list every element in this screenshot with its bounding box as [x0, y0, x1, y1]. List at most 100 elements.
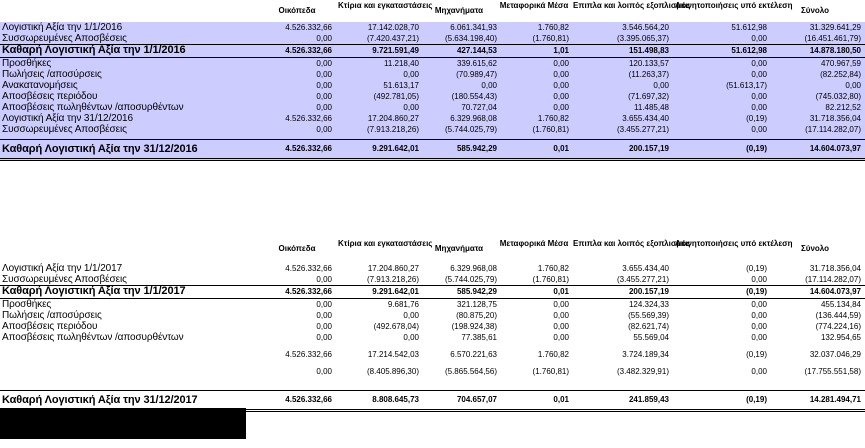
- row-label: Λογιστική Αξία την 31/12/2016: [2, 113, 133, 124]
- row-value: 9.721.591,49: [372, 46, 419, 55]
- col-header-furniture: Επιπλα και λοιπός εξοπλισμός: [573, 239, 691, 248]
- row-value: 70.727,04: [461, 103, 497, 112]
- row-value: 200.157,19: [628, 144, 669, 153]
- table-row: Λογιστική Αξία την 1/1/2016 4.526.332,66 1…: [0, 22, 865, 33]
- row-value: 0,00: [751, 92, 767, 101]
- row-value: 0,00: [553, 333, 569, 342]
- row-label: Προσθήκες: [2, 299, 52, 310]
- row-value: 31.329.641,29: [809, 23, 861, 32]
- row-value: (5.744.025,79): [444, 125, 497, 134]
- row-value: 4.526.332,66: [285, 144, 332, 153]
- row-value: 0,00: [316, 125, 332, 134]
- table-row: Αποσβέσεις περιόδου 0,00 (492.781,05) (180.…: [0, 91, 865, 102]
- row-value: 704.657,07: [456, 395, 497, 404]
- row-value: 0,00: [845, 81, 861, 90]
- row-value: 14.604.073,97: [809, 144, 861, 153]
- table-row: Συσσωρευμένες Αποσβέσεις 0,00 (7.913.218,2…: [0, 124, 865, 135]
- row-value: 0,00: [403, 333, 419, 342]
- row-value: (3.455.277,21): [616, 125, 669, 134]
- row-value: (8.405.896,30): [366, 367, 419, 376]
- row-value: (5.634.198,40): [444, 34, 497, 43]
- row-label: Αποσβέσεις πωληθέντων /αποσυρθέντων: [2, 102, 184, 113]
- row-value: 0,00: [316, 367, 332, 376]
- table-body: Λογιστική Αξία την 1/1/2017 4.526.332,66 1…: [0, 263, 865, 412]
- row-value: 3.724.189,34: [622, 350, 669, 359]
- row-value: 4.526.332,66: [285, 114, 332, 123]
- row-value: 0,00: [553, 59, 569, 68]
- row-value: 0,01: [553, 144, 569, 153]
- table-2016: Οικόπεδα Κτίρια και εγκαταστάσεις Μηχανή…: [0, 0, 865, 161]
- row-value: 11.485,48: [634, 103, 669, 112]
- row-value: 0,00: [316, 300, 332, 309]
- row-value: 0,00: [751, 70, 767, 79]
- row-value: (71.697,32): [628, 92, 669, 101]
- row-value: 3.655.434,40: [622, 264, 669, 273]
- row-value: (7.913.218,26): [366, 125, 419, 134]
- row-value: 9.681,76: [387, 300, 419, 309]
- row-value: 132.954,65: [820, 333, 861, 342]
- row-value: (492.781,05): [373, 92, 419, 101]
- column-header-row: Οικόπεδα Κτίρια και εγκαταστάσεις Μηχανή…: [0, 238, 865, 263]
- row-value: 0,00: [553, 70, 569, 79]
- row-value: 17.142.028,70: [367, 23, 419, 32]
- col-header-vehicles: Μεταφορικά Μέσα: [499, 239, 569, 248]
- row-label: Ανακατανομήσεις: [2, 80, 78, 91]
- row-value: 11.218,40: [384, 59, 419, 68]
- col-header-buildings: Κτίρια και εγκαταστάσεις: [338, 1, 433, 10]
- row-value: 55.569,04: [633, 333, 669, 342]
- row-value: (492.678,04): [373, 322, 419, 331]
- col-header-machinery: Μηχανήματα: [434, 6, 484, 15]
- row-label: Πωλήσεις /αποσύρσεις: [2, 69, 102, 80]
- row-label: Λογιστική Αξία την 1/1/2016: [2, 22, 123, 33]
- row-value: 31.718.356,04: [809, 114, 861, 123]
- row-value: 0,00: [553, 92, 569, 101]
- row-value: 6.570.221,63: [450, 350, 497, 359]
- row-value: 0,00: [316, 322, 332, 331]
- row-value: 51.613,17: [383, 81, 419, 90]
- row-label: Συσσωρευμένες Αποσβέσεις: [2, 124, 127, 135]
- col-header-buildings: Κτίρια και εγκαταστάσεις: [338, 239, 433, 248]
- row-value: 0,00: [316, 275, 332, 284]
- table-row: Συσσωρευμένες Αποσβέσεις 0,00 (7.913.218,2…: [0, 274, 865, 285]
- col-header-furniture: Επιπλα και λοιπός εξοπλισμός: [573, 1, 691, 10]
- row-value: 3.655.434,40: [622, 114, 669, 123]
- row-label: Καθαρή Λογιστική Αξία την 1/1/2017: [2, 285, 186, 297]
- row-label: Καθαρή Λογιστική Αξία την 31/12/2016: [2, 143, 198, 155]
- row-value: 4.526.332,66: [285, 264, 332, 273]
- table-row: Αποσβέσεις περιόδου 0,00 (492.678,04) (198.…: [0, 321, 865, 332]
- row-label: Καθαρή Λογιστική Αξία την 1/1/2016: [2, 44, 186, 56]
- table-row: Λογιστική Αξία την 31/12/2016 4.526.332,6…: [0, 113, 865, 124]
- row-value: 51.612,98: [731, 46, 767, 55]
- table-row: Ανακατανομήσεις 0,00 51.613,17 0,00 0,00 0,00…: [0, 80, 865, 91]
- row-value: 17.204.860,27: [367, 114, 419, 123]
- row-value: 4.526.332,66: [285, 395, 332, 404]
- col-header-construction: Ακινητοποιήσεις υπό εκτέλεση: [675, 1, 793, 10]
- row-value: 470.967,59: [820, 59, 861, 68]
- row-value: 0,00: [316, 92, 332, 101]
- row-label: Συσσωρευμένες Αποσβέσεις: [2, 274, 127, 285]
- row-value: (5.744.025,79): [444, 275, 497, 284]
- row-value: (5.865.564,56): [444, 367, 497, 376]
- row-value: 4.526.332,66: [285, 287, 332, 296]
- row-value: 0,00: [316, 103, 332, 112]
- table-row: Καθαρή Λογιστική Αξία την 31/12/2017 4.52…: [0, 390, 865, 412]
- table-row: Προσθήκες 0,00 9.681,76 321.128,75 0,00 124.3…: [0, 299, 865, 310]
- row-label: Αποσβέσεις περιόδου: [2, 91, 98, 102]
- col-header-vehicles: Μεταφορικά Μέσα: [499, 1, 569, 10]
- row-value: 321.128,75: [456, 300, 497, 309]
- table-body: Λογιστική Αξία την 1/1/2016 4.526.332,66 1…: [0, 22, 865, 161]
- row-label: Καθαρή Λογιστική Αξία την 31/12/2017: [2, 394, 198, 406]
- row-value: (0,19): [746, 287, 767, 296]
- row-value: 4.526.332,66: [285, 46, 332, 55]
- row-value: 0,00: [316, 311, 332, 320]
- row-value: 31.718.356,04: [809, 264, 861, 273]
- row-value: 0,00: [316, 59, 332, 68]
- row-value: 0,00: [403, 103, 419, 112]
- row-label: Πωλήσεις /αποσύρσεις: [2, 310, 102, 321]
- row-value: 0,00: [553, 103, 569, 112]
- column-header-row: Οικόπεδα Κτίρια και εγκαταστάσεις Μηχανή…: [0, 0, 865, 22]
- row-value: 0,00: [481, 81, 497, 90]
- row-value: 0,00: [751, 333, 767, 342]
- row-value: 455.134,84: [820, 300, 861, 309]
- row-value: 585.942,29: [456, 144, 497, 153]
